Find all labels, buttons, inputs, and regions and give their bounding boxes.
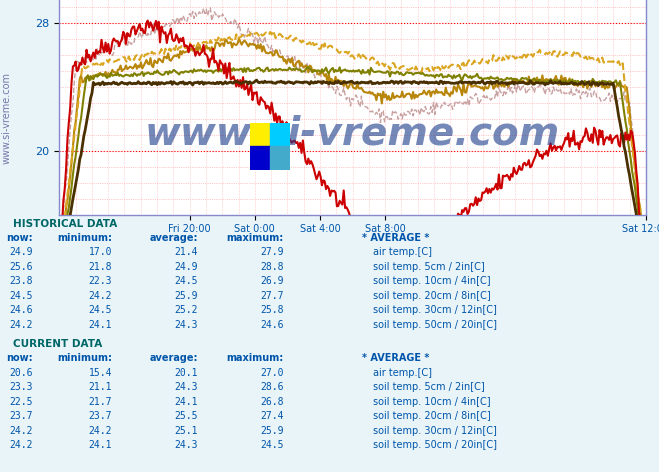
Text: soil temp. 20cm / 8in[C]: soil temp. 20cm / 8in[C] xyxy=(373,291,491,301)
Text: 21.1: 21.1 xyxy=(88,382,112,392)
Text: 20.1: 20.1 xyxy=(174,368,198,378)
Text: maximum:: maximum: xyxy=(226,233,283,243)
Text: 27.4: 27.4 xyxy=(260,411,283,421)
Text: 27.7: 27.7 xyxy=(260,291,283,301)
Text: 24.1: 24.1 xyxy=(174,396,198,407)
Text: 25.5: 25.5 xyxy=(174,411,198,421)
Text: 27.9: 27.9 xyxy=(260,247,283,257)
Text: 23.7: 23.7 xyxy=(88,411,112,421)
Text: soil temp. 10cm / 4in[C]: soil temp. 10cm / 4in[C] xyxy=(373,276,490,287)
Text: 21.7: 21.7 xyxy=(88,396,112,407)
Text: 24.6: 24.6 xyxy=(9,305,33,315)
Text: 24.5: 24.5 xyxy=(88,305,112,315)
Text: 23.3: 23.3 xyxy=(9,382,33,392)
Text: soil temp. 10cm / 4in[C]: soil temp. 10cm / 4in[C] xyxy=(373,396,490,407)
Text: 25.9: 25.9 xyxy=(174,291,198,301)
Text: 25.1: 25.1 xyxy=(174,426,198,436)
Text: 24.6: 24.6 xyxy=(260,320,283,329)
Text: 23.7: 23.7 xyxy=(9,411,33,421)
Text: 28.8: 28.8 xyxy=(260,262,283,272)
Text: 25.9: 25.9 xyxy=(260,426,283,436)
Bar xyxy=(250,146,270,170)
Text: 24.5: 24.5 xyxy=(260,440,283,450)
Text: 24.2: 24.2 xyxy=(9,440,33,450)
Text: average:: average: xyxy=(149,233,198,243)
Bar xyxy=(270,146,290,170)
Text: air temp.[C]: air temp.[C] xyxy=(373,247,432,257)
Text: 24.1: 24.1 xyxy=(88,440,112,450)
Text: * AVERAGE *: * AVERAGE * xyxy=(362,354,430,363)
Text: soil temp. 30cm / 12in[C]: soil temp. 30cm / 12in[C] xyxy=(373,305,497,315)
Text: 22.5: 22.5 xyxy=(9,396,33,407)
Text: 24.5: 24.5 xyxy=(9,291,33,301)
Text: 24.3: 24.3 xyxy=(174,440,198,450)
Text: CURRENT DATA: CURRENT DATA xyxy=(13,339,102,349)
Text: 24.2: 24.2 xyxy=(88,291,112,301)
Text: www.si-vreme.com: www.si-vreme.com xyxy=(145,115,560,153)
Text: 21.4: 21.4 xyxy=(174,247,198,257)
Text: soil temp. 50cm / 20in[C]: soil temp. 50cm / 20in[C] xyxy=(373,320,497,329)
Text: average:: average: xyxy=(149,354,198,363)
Text: 24.2: 24.2 xyxy=(9,320,33,329)
Text: now:: now: xyxy=(7,233,33,243)
Text: 25.8: 25.8 xyxy=(260,305,283,315)
Text: 24.1: 24.1 xyxy=(88,320,112,329)
Text: soil temp. 5cm / 2in[C]: soil temp. 5cm / 2in[C] xyxy=(373,262,485,272)
Text: 24.3: 24.3 xyxy=(174,382,198,392)
Text: now:: now: xyxy=(7,354,33,363)
Text: minimum:: minimum: xyxy=(57,233,112,243)
Text: 24.5: 24.5 xyxy=(174,276,198,287)
Text: soil temp. 5cm / 2in[C]: soil temp. 5cm / 2in[C] xyxy=(373,382,485,392)
Text: soil temp. 30cm / 12in[C]: soil temp. 30cm / 12in[C] xyxy=(373,426,497,436)
Text: soil temp. 50cm / 20in[C]: soil temp. 50cm / 20in[C] xyxy=(373,440,497,450)
Text: 26.9: 26.9 xyxy=(260,276,283,287)
Bar xyxy=(270,123,290,146)
Text: air temp.[C]: air temp.[C] xyxy=(373,368,432,378)
Text: 15.4: 15.4 xyxy=(88,368,112,378)
Text: 20.6: 20.6 xyxy=(9,368,33,378)
Text: 24.2: 24.2 xyxy=(88,426,112,436)
Bar xyxy=(250,123,270,146)
Text: soil temp. 20cm / 8in[C]: soil temp. 20cm / 8in[C] xyxy=(373,411,491,421)
Text: 24.9: 24.9 xyxy=(174,262,198,272)
Text: 22.3: 22.3 xyxy=(88,276,112,287)
Text: 25.2: 25.2 xyxy=(174,305,198,315)
Text: 25.6: 25.6 xyxy=(9,262,33,272)
Text: * AVERAGE *: * AVERAGE * xyxy=(362,233,430,243)
Text: 24.9: 24.9 xyxy=(9,247,33,257)
Text: 23.8: 23.8 xyxy=(9,276,33,287)
Text: 24.3: 24.3 xyxy=(174,320,198,329)
Text: 27.0: 27.0 xyxy=(260,368,283,378)
Text: minimum:: minimum: xyxy=(57,354,112,363)
Text: 28.6: 28.6 xyxy=(260,382,283,392)
Text: www.si-vreme.com: www.si-vreme.com xyxy=(1,72,12,164)
Text: 21.8: 21.8 xyxy=(88,262,112,272)
Text: HISTORICAL DATA: HISTORICAL DATA xyxy=(13,219,117,228)
Text: maximum:: maximum: xyxy=(226,354,283,363)
Text: 26.8: 26.8 xyxy=(260,396,283,407)
Text: 17.0: 17.0 xyxy=(88,247,112,257)
Text: 24.2: 24.2 xyxy=(9,426,33,436)
